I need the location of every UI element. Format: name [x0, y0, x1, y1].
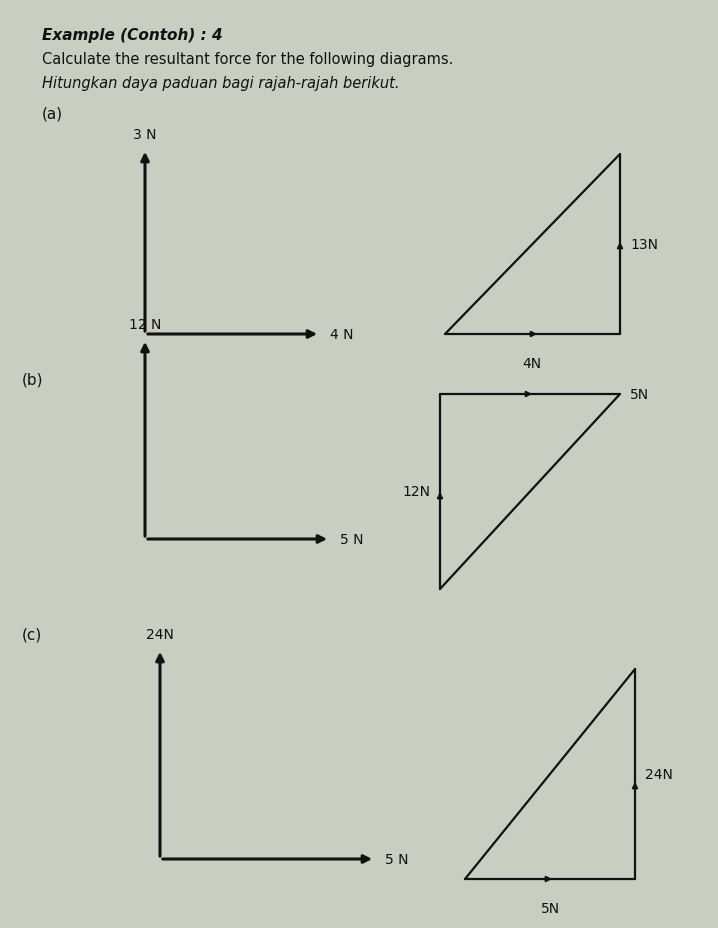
Text: Hitungkan daya paduan bagi rajah-rajah berikut.: Hitungkan daya paduan bagi rajah-rajah b…: [42, 76, 399, 91]
Text: 5 N: 5 N: [340, 533, 363, 547]
Text: (a): (a): [42, 106, 63, 121]
Text: Calculate the resultant force for the following diagrams.: Calculate the resultant force for the fo…: [42, 52, 453, 67]
Text: Example (Contoh) : 4: Example (Contoh) : 4: [42, 28, 223, 43]
Text: 13N: 13N: [630, 238, 658, 251]
Text: (c): (c): [22, 627, 42, 642]
Text: 5N: 5N: [630, 388, 649, 402]
Text: 24N: 24N: [645, 767, 673, 781]
Text: 5N: 5N: [541, 901, 559, 915]
Text: 3 N: 3 N: [134, 128, 157, 142]
Text: 5 N: 5 N: [385, 852, 409, 866]
Text: 4N: 4N: [523, 356, 541, 370]
Text: (b): (b): [22, 371, 44, 387]
Text: 12 N: 12 N: [129, 317, 161, 331]
Text: 24N: 24N: [146, 627, 174, 641]
Text: 12N: 12N: [402, 484, 430, 498]
Text: 4 N: 4 N: [330, 328, 353, 342]
